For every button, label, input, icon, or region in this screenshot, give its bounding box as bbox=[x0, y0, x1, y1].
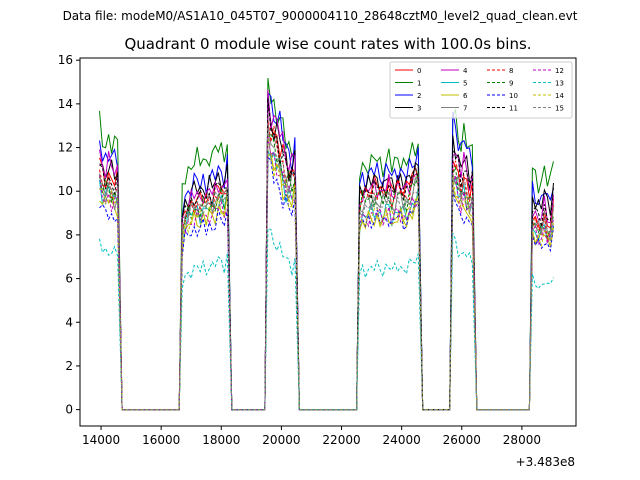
legend-label: 11 bbox=[509, 105, 518, 113]
legend-label: 13 bbox=[555, 80, 564, 88]
series-line-1 bbox=[99, 78, 554, 411]
x-axis: 14000 16000 18000 20000 22000 24000 26000 28000 bbox=[82, 426, 541, 447]
y-tick-label: 0 bbox=[65, 403, 73, 417]
y-tick-label: 4 bbox=[65, 315, 73, 329]
plot-area bbox=[80, 58, 576, 426]
series-line-2 bbox=[99, 91, 554, 411]
series-line-11 bbox=[99, 97, 554, 411]
series-line-15 bbox=[99, 122, 554, 411]
x-tick-label: 14000 bbox=[82, 433, 120, 447]
series-layer bbox=[99, 78, 554, 411]
legend-label: 0 bbox=[417, 67, 421, 75]
axes-frame bbox=[79, 57, 577, 427]
legend-label: 2 bbox=[417, 92, 421, 100]
x-tick-label: 16000 bbox=[142, 433, 180, 447]
x-tick-label: 22000 bbox=[322, 433, 360, 447]
x-offset-label: +3.483e8 bbox=[516, 455, 575, 469]
legend-label: 9 bbox=[509, 80, 513, 88]
legend-label: 14 bbox=[555, 92, 564, 100]
legend-label: 8 bbox=[509, 67, 513, 75]
legend-label: 15 bbox=[555, 105, 564, 113]
y-tick-label: 8 bbox=[65, 228, 73, 242]
legend-frame bbox=[389, 61, 573, 119]
legend-label: 3 bbox=[417, 105, 421, 113]
legend-label: 10 bbox=[509, 92, 518, 100]
y-tick-label: 14 bbox=[58, 97, 73, 111]
x-tick-label: 18000 bbox=[202, 433, 240, 447]
chart-title: Quadrant 0 module wise count rates with … bbox=[124, 35, 531, 53]
y-tick-label: 16 bbox=[58, 53, 73, 67]
series-line-14 bbox=[99, 134, 554, 411]
legend-label: 4 bbox=[463, 67, 468, 75]
series-line-13 bbox=[99, 227, 554, 411]
series-line-12 bbox=[99, 135, 554, 411]
legend-label: 6 bbox=[463, 92, 468, 100]
y-tick-label: 10 bbox=[58, 184, 73, 198]
y-tick-label: 12 bbox=[58, 141, 73, 155]
legend-label: 1 bbox=[417, 80, 421, 88]
suptitle: Data file: modeM0/AS1A10_045T07_90000041… bbox=[63, 9, 578, 23]
y-axis: 0 2 4 6 8 10 12 14 16 bbox=[58, 53, 80, 417]
series-line-6 bbox=[99, 152, 554, 411]
x-tick-label: 20000 bbox=[262, 433, 300, 447]
legend-label: 7 bbox=[463, 105, 467, 113]
series-line-3 bbox=[99, 97, 554, 411]
x-tick-label: 24000 bbox=[383, 433, 421, 447]
x-tick-label: 26000 bbox=[443, 433, 481, 447]
x-tick-label: 28000 bbox=[503, 433, 541, 447]
y-tick-label: 2 bbox=[65, 359, 73, 373]
legend-label: 5 bbox=[463, 80, 467, 88]
legend-label: 12 bbox=[555, 67, 564, 75]
y-tick-label: 6 bbox=[65, 272, 73, 286]
